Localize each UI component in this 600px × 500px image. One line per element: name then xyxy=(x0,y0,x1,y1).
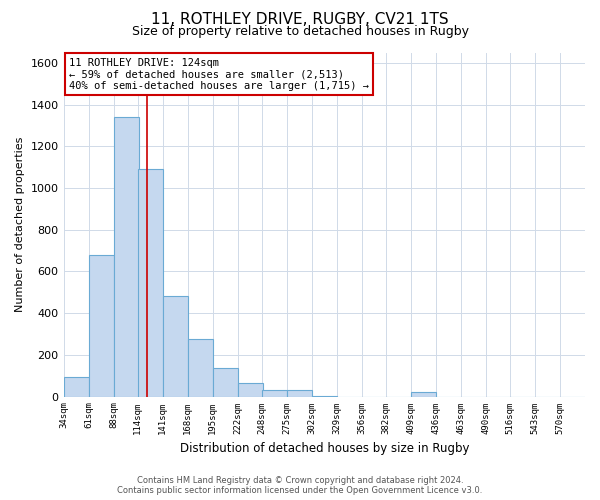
Bar xyxy=(137,170,163,396)
Text: Size of property relative to detached houses in Rugby: Size of property relative to detached ho… xyxy=(131,25,469,38)
Bar xyxy=(188,339,212,396)
Text: 11 ROTHLEY DRIVE: 124sqm
← 59% of detached houses are smaller (2,513)
40% of sem: 11 ROTHLEY DRIVE: 124sqm ← 59% of detach… xyxy=(69,58,369,91)
Bar xyxy=(212,368,238,396)
Bar xyxy=(238,383,263,396)
Y-axis label: Number of detached properties: Number of detached properties xyxy=(15,137,25,312)
Bar xyxy=(163,296,188,396)
Bar xyxy=(287,390,312,396)
Text: Contains HM Land Registry data © Crown copyright and database right 2024.
Contai: Contains HM Land Registry data © Crown c… xyxy=(118,476,482,495)
X-axis label: Distribution of detached houses by size in Rugby: Distribution of detached houses by size … xyxy=(179,442,469,455)
Bar xyxy=(64,376,89,396)
Bar xyxy=(113,117,139,396)
Bar xyxy=(262,390,287,396)
Text: 11, ROTHLEY DRIVE, RUGBY, CV21 1TS: 11, ROTHLEY DRIVE, RUGBY, CV21 1TS xyxy=(151,12,449,28)
Bar xyxy=(411,392,436,396)
Bar xyxy=(89,255,113,396)
